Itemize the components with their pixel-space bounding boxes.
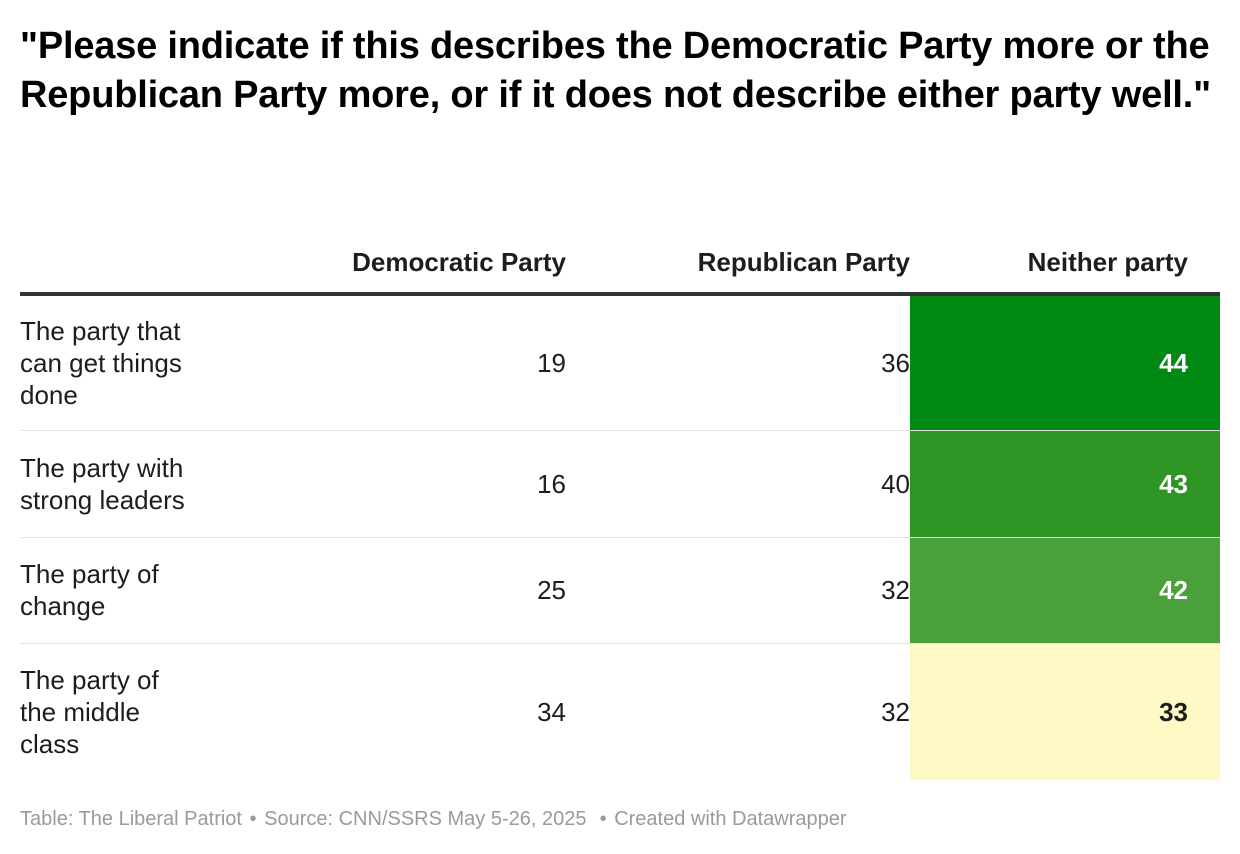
democratic-value: 16: [220, 430, 566, 538]
footer-separator: •: [249, 808, 257, 830]
table-row: The party of the middle class 34 32 33: [20, 643, 1220, 780]
row-label: The party that can get things done: [20, 294, 220, 431]
democratic-column-header[interactable]: Democratic Party: [220, 206, 566, 296]
republican-value: 36: [566, 294, 910, 431]
democratic-value: 25: [220, 537, 566, 644]
row-label-text: The party of change: [20, 559, 159, 621]
table-row: The party that can get things done 19 36…: [20, 294, 1220, 431]
republican-value: 32: [566, 537, 910, 644]
democratic-value: 34: [537, 696, 566, 727]
republican-column-header[interactable]: Republican Party: [566, 206, 910, 296]
label-column-header: [20, 206, 220, 296]
row-label: The party of change: [20, 537, 220, 644]
chart-title: "Please indicate if this describes the D…: [20, 25, 1211, 116]
source-note: Source: CNN/SSRS May 5-26, 2025: [264, 808, 587, 830]
footer-separator: •: [599, 808, 607, 830]
row-label-text: The party of the middle class: [20, 664, 159, 759]
row-label: The party of the middle class: [20, 643, 220, 780]
datawrapper-link[interactable]: Created with Datawrapper: [614, 808, 847, 830]
footer: Table: The Liberal Patriot • Source: CNN…: [20, 808, 847, 831]
democratic-value: 19: [220, 294, 566, 431]
neither-value: 42: [910, 537, 1220, 644]
neither-value: 44: [910, 294, 1220, 431]
neither-value: 43: [910, 430, 1220, 538]
row-label: The party with strong leaders: [20, 430, 220, 538]
row-label-text: The party that can get things done: [20, 315, 182, 410]
neither-column-header[interactable]: Neither party: [910, 206, 1220, 296]
table-row: The party of change 25 32 42: [20, 537, 1220, 644]
header-row: Democratic Party Republican Party Neithe…: [20, 206, 1220, 296]
republican-value: 40: [566, 430, 910, 538]
table-credit: Table: The Liberal Patriot: [20, 808, 242, 830]
neither-value: 33: [910, 643, 1220, 780]
row-label-text: The party with strong leaders: [20, 452, 185, 515]
data-table: Democratic Party Republican Party Neithe…: [20, 206, 1220, 780]
republican-value: 32: [881, 696, 910, 727]
table-row: The party with strong leaders 16 40 43: [20, 430, 1220, 538]
